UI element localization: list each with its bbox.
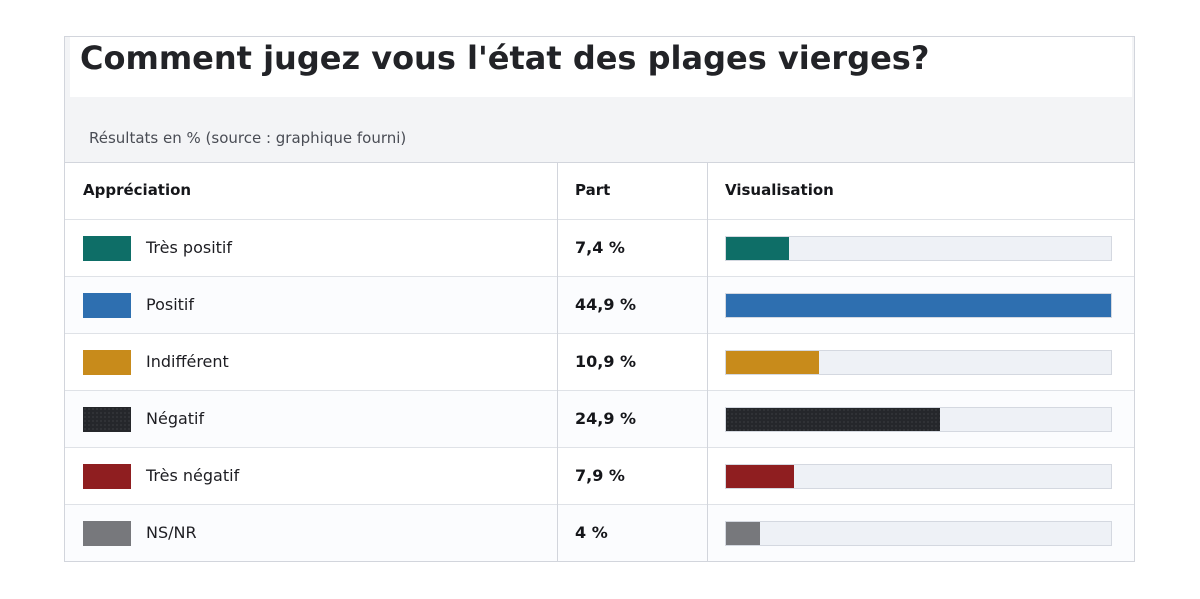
value-label: 44,9 % [575, 295, 637, 314]
bar-track [725, 521, 1112, 546]
column-header-appreciation: Appréciation [83, 181, 192, 199]
bar [726, 408, 940, 431]
category-label: Très négatif [146, 466, 240, 485]
column-header-visualisation: Visualisation [725, 181, 834, 199]
bar [726, 465, 794, 488]
chart-subtitle: Résultats en % (source : graphique fourn… [89, 129, 407, 147]
table-row: Indifférent 10,9 % [65, 334, 1134, 391]
value-label: 10,9 % [575, 352, 637, 371]
column-divider [707, 163, 708, 561]
legend-swatch [83, 293, 131, 318]
column-header-part: Part [575, 181, 611, 199]
bar [726, 522, 760, 545]
value-label: 24,9 % [575, 409, 637, 428]
table-row: Négatif 24,9 % [65, 391, 1134, 448]
table-row: Très négatif 7,9 % [65, 448, 1134, 505]
category-label: Indifférent [146, 352, 229, 371]
table-row: Très positif 7,4 % [65, 220, 1134, 277]
value-label: 7,9 % [575, 466, 625, 485]
bar-track [725, 236, 1112, 261]
bar [726, 294, 1111, 317]
value-label: 4 % [575, 523, 608, 542]
category-label: NS/NR [146, 523, 197, 542]
chart-title: Comment jugez vous l'état des plages vie… [80, 39, 930, 77]
category-label: Très positif [146, 238, 232, 257]
column-divider [557, 163, 558, 561]
results-table: Appréciation Part Visualisation Très pos… [65, 162, 1134, 561]
survey-card: Comment jugez vous l'état des plages vie… [64, 36, 1135, 562]
category-label: Négatif [146, 409, 205, 428]
legend-swatch [83, 236, 131, 261]
bar-track [725, 293, 1112, 318]
legend-swatch [83, 350, 131, 375]
value-label: 7,4 % [575, 238, 625, 257]
legend-swatch [83, 521, 131, 546]
category-label: Positif [146, 295, 194, 314]
bar-track [725, 407, 1112, 432]
table-row: Positif 44,9 % [65, 277, 1134, 334]
bar-track [725, 464, 1112, 489]
bar [726, 351, 819, 374]
bar-track [725, 350, 1112, 375]
title-box: Comment jugez vous l'état des plages vie… [70, 37, 1132, 97]
table-row: NS/NR 4 % [65, 505, 1134, 561]
bar [726, 237, 789, 260]
legend-swatch [83, 464, 131, 489]
table-header-row: Appréciation Part Visualisation [65, 163, 1134, 220]
legend-swatch [83, 407, 131, 432]
